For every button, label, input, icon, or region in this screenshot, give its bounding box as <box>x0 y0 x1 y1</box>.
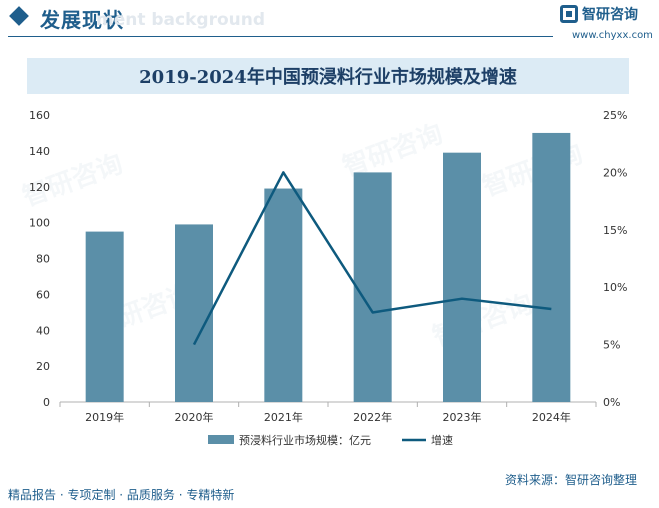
y-right-tick-label: 10% <box>603 281 627 294</box>
legend-bar-swatch <box>208 435 234 444</box>
x-tick-label: 2021年 <box>264 410 303 424</box>
bar <box>264 188 303 402</box>
header-divider <box>8 36 553 37</box>
y-left-tick-label: 60 <box>36 288 50 301</box>
x-tick-label: 2019年 <box>85 410 124 424</box>
brand-url: www.chyxx.com <box>572 30 653 41</box>
bar <box>532 132 571 402</box>
chart-title: 2019-2024年中国预浸料行业市场规模及增速 <box>139 67 517 88</box>
y-left-tick-label: 80 <box>36 253 50 266</box>
bar <box>443 152 481 402</box>
bar <box>85 231 124 402</box>
x-tick-label: 2022年 <box>353 410 392 424</box>
y-left-tick-label: 160 <box>29 109 50 122</box>
y-left-tick-label: 140 <box>29 145 50 158</box>
y-right-tick-label: 15% <box>603 224 627 237</box>
section-title: 发展现状 <box>40 8 124 32</box>
source-note: 资料来源：智研咨询整理 <box>505 473 638 487</box>
chart-canvas: 0 20 40 60 80 100 120 140 160 0% 5% 10% 15% 20% 25% 201… <box>29 109 627 447</box>
y-left-tick-label: 120 <box>29 181 50 194</box>
y-left-tick-label: 100 <box>29 217 50 230</box>
y-left-tick-label: 0 <box>43 396 50 409</box>
y-right-tick-label: 5% <box>603 339 620 352</box>
y-left-tick-label: 20 <box>36 360 50 373</box>
brand-name: 智研咨询 <box>582 7 638 23</box>
brand-logo-icon <box>560 5 578 23</box>
y-left-tick-label: 40 <box>36 324 50 337</box>
section-header: 发展现状 ment background <box>0 0 659 44</box>
bar <box>353 172 392 402</box>
diamond-icon <box>9 6 29 26</box>
bar <box>175 224 213 402</box>
footer-slogan: 精品报告 · 专项定制 · 品质服务 · 专精特新 <box>8 488 235 502</box>
chart-title-band: 2019-2024年中国预浸料行业市场规模及增速 <box>27 58 629 94</box>
x-tick-label: 2023年 <box>443 410 482 424</box>
y-right-tick-label: 25% <box>603 109 627 122</box>
y-right-tick-label: 0% <box>603 396 620 409</box>
section-ghost-text: ment background <box>96 10 266 30</box>
x-tick-label: 2024年 <box>532 410 571 424</box>
legend-bar-label: 预浸料行业市场规模：亿元 <box>239 433 371 447</box>
x-tick-label: 2020年 <box>175 410 214 424</box>
y-right-tick-label: 20% <box>603 166 627 179</box>
legend-line-label: 增速 <box>431 433 453 447</box>
brand-logo: 智研咨询 <box>560 4 638 24</box>
